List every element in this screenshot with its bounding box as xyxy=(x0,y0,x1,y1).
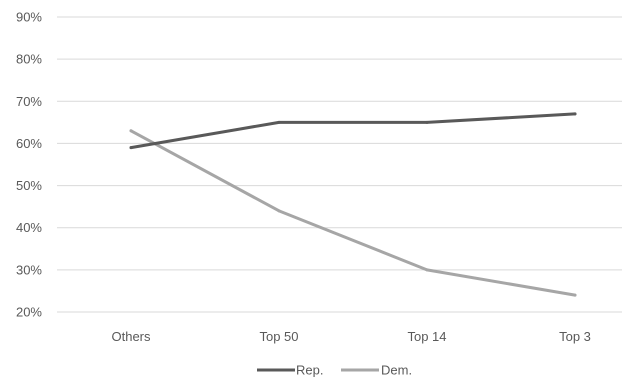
legend-label: Dem. xyxy=(381,363,412,378)
y-tick-label: 50% xyxy=(16,178,42,193)
series-line-rep xyxy=(129,112,577,150)
data-point xyxy=(277,209,281,213)
series-line-dem xyxy=(129,129,577,297)
y-tick-label: 40% xyxy=(16,220,42,235)
data-point xyxy=(573,112,577,116)
legend-item: Dem. xyxy=(341,363,412,378)
data-point xyxy=(425,268,429,272)
x-tick-label: Top 3 xyxy=(559,329,591,344)
legend: Rep. Dem. xyxy=(257,363,412,378)
data-point xyxy=(425,120,429,124)
y-tick-label: 90% xyxy=(16,10,42,25)
y-axis-tick-labels: 20% 30% 40% 50% 60% 70% 80% 90% xyxy=(16,10,42,320)
y-tick-label: 30% xyxy=(16,262,42,277)
data-point xyxy=(129,146,133,150)
x-tick-label: Others xyxy=(111,329,151,344)
y-tick-label: 80% xyxy=(16,52,42,67)
x-axis-tick-labels: Others Top 50 Top 14 Top 3 xyxy=(111,329,590,344)
data-point xyxy=(573,293,577,297)
data-point xyxy=(277,120,281,124)
y-tick-label: 20% xyxy=(16,305,42,320)
x-tick-label: Top 50 xyxy=(259,329,298,344)
data-point xyxy=(129,129,133,133)
gridlines xyxy=(57,16,622,313)
y-tick-label: 70% xyxy=(16,94,42,109)
legend-item: Rep. xyxy=(257,363,323,378)
legend-label: Rep. xyxy=(296,363,323,378)
x-tick-label: Top 14 xyxy=(407,329,446,344)
y-tick-label: 60% xyxy=(16,136,42,151)
series-lines xyxy=(129,112,577,297)
